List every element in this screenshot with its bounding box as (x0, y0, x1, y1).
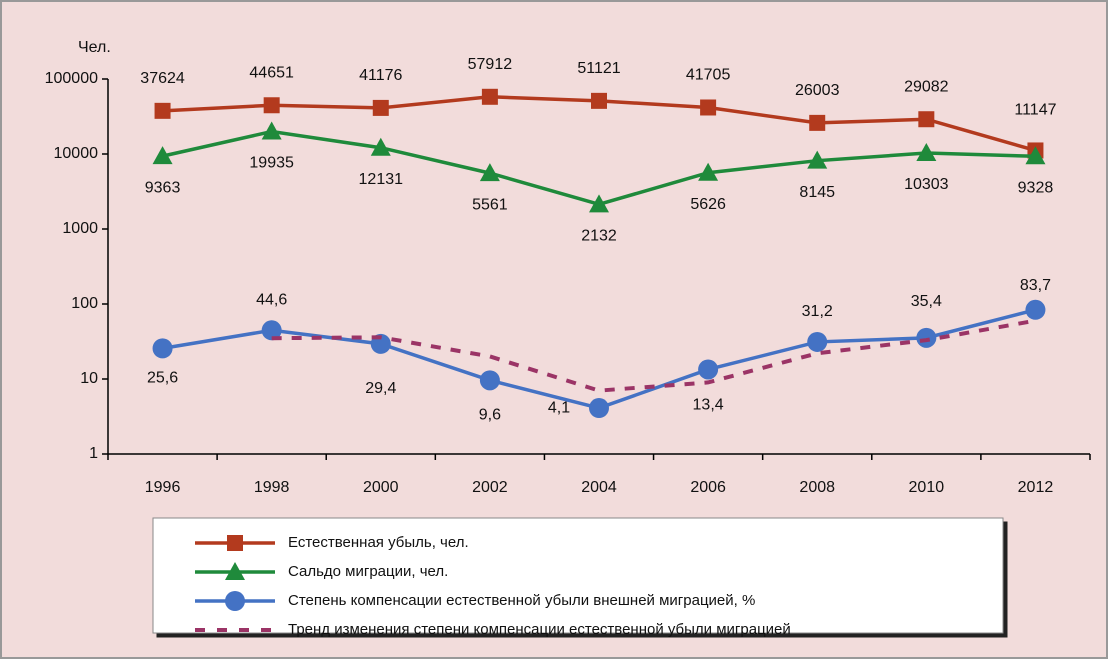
data-label: 9,6 (479, 407, 501, 424)
legend-label: Естественная убыль, чел. (288, 534, 469, 551)
marker (807, 331, 828, 352)
marker (481, 88, 498, 105)
x-tick-label: 2008 (799, 479, 835, 496)
x-tick-label: 2002 (472, 479, 508, 496)
marker (700, 99, 717, 116)
marker (227, 535, 243, 551)
marker (809, 114, 826, 131)
marker (152, 338, 173, 359)
data-label: 44651 (249, 64, 294, 81)
data-label: 5561 (472, 196, 508, 213)
data-label: 44,6 (256, 292, 287, 309)
marker (698, 359, 719, 380)
x-tick-label: 2010 (909, 479, 945, 496)
data-label: 19935 (249, 155, 294, 172)
data-label: 83,7 (1020, 277, 1051, 294)
marker (807, 150, 828, 169)
marker (1025, 146, 1046, 165)
y-tick-label: 10 (80, 370, 98, 387)
marker (916, 327, 937, 348)
data-label: 12131 (359, 171, 404, 188)
x-tick-label: 2006 (690, 479, 726, 496)
data-label: 41705 (686, 67, 731, 84)
marker (479, 370, 500, 391)
y-tick-label: 1 (89, 445, 98, 462)
marker (261, 121, 282, 140)
legend (152, 517, 1004, 634)
legend-label: Степень компенсации естественной убыли в… (288, 592, 755, 609)
marker (152, 146, 173, 165)
marker (1025, 299, 1046, 320)
marker (698, 162, 719, 181)
y-tick-label: 100000 (45, 70, 98, 87)
data-label: 37624 (140, 70, 185, 87)
data-label: 25,6 (147, 370, 178, 387)
data-label: 5626 (690, 196, 726, 213)
marker (916, 143, 937, 162)
series-line (271, 318, 1036, 393)
data-label: 26003 (795, 82, 840, 99)
data-label: 35,4 (911, 293, 942, 310)
x-tick-label: 2004 (581, 479, 617, 496)
data-label: 8145 (799, 184, 835, 201)
y-tick-label: 10000 (54, 145, 99, 162)
marker (479, 163, 500, 182)
legend-label: Сальдо миграции, чел. (288, 563, 448, 580)
data-label: 57912 (468, 56, 513, 73)
marker (591, 92, 607, 109)
data-label: 9363 (145, 179, 181, 196)
data-label: 2132 (581, 228, 617, 245)
data-label: 11147 (1014, 102, 1056, 119)
marker (225, 562, 245, 580)
y-tick-label: 100 (71, 295, 98, 312)
marker (370, 137, 391, 156)
data-label: 29082 (904, 78, 949, 95)
marker (154, 102, 171, 119)
marker (589, 398, 609, 419)
data-label: 31,2 (802, 303, 833, 320)
marker (225, 591, 245, 611)
data-label: 9328 (1018, 179, 1054, 196)
marker (261, 320, 282, 341)
y-tick-label: 1000 (62, 220, 98, 237)
marker (263, 97, 280, 114)
x-tick-label: 2012 (1018, 479, 1054, 496)
marker (589, 194, 609, 213)
data-label: 51121 (577, 60, 620, 77)
x-tick-label: 1996 (145, 479, 181, 496)
data-label: 10303 (904, 176, 949, 193)
marker (372, 99, 389, 116)
x-tick-label: 1998 (254, 479, 290, 496)
data-label: 13,4 (693, 397, 724, 414)
data-label: 29,4 (365, 380, 396, 397)
legend-label: Тренд изменения степени компенсации есте… (288, 621, 791, 638)
y-axis-label: Чел. (78, 39, 111, 56)
data-label: 4,1 (548, 399, 570, 416)
x-tick-label: 2000 (363, 479, 399, 496)
marker (918, 111, 935, 128)
data-label: 41176 (359, 67, 402, 84)
